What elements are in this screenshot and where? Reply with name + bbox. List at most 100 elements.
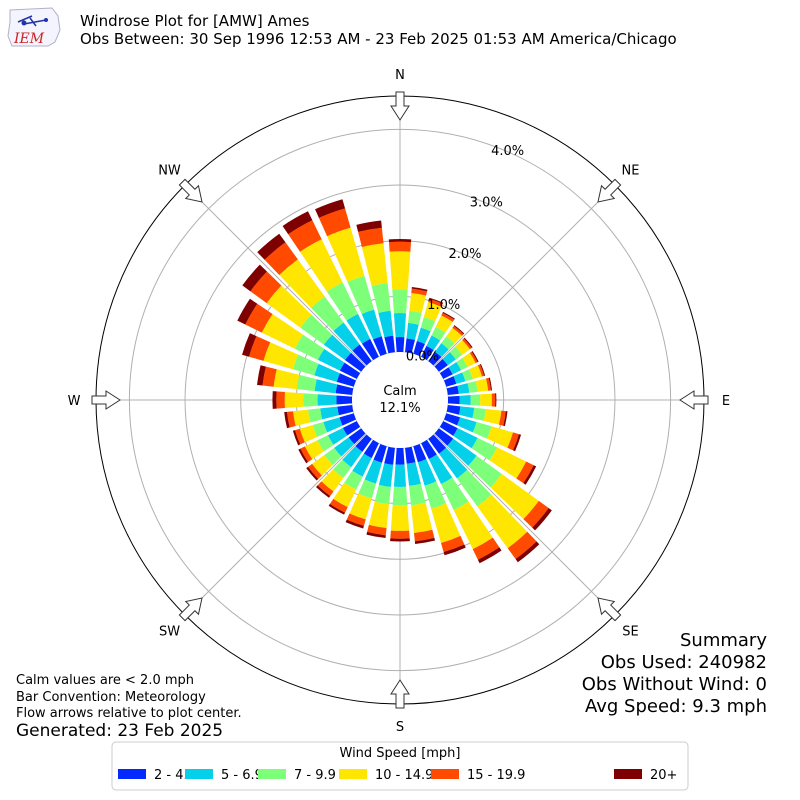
bar-segment: [317, 481, 334, 497]
bar-segment: [532, 508, 552, 531]
bar-segment: [266, 285, 312, 328]
flow-arrow-icon: [597, 597, 622, 622]
bar-segment: [284, 411, 290, 429]
bar-segment: [429, 297, 444, 304]
bar-segment: [237, 298, 258, 325]
bar-segment: [443, 413, 461, 426]
bar-segment: [413, 341, 425, 357]
bar-segment: [339, 413, 357, 426]
bar-segment: [368, 501, 390, 528]
bar-segment: [458, 406, 475, 419]
bar-segment: [272, 391, 277, 409]
bar-segment: [470, 394, 481, 406]
direction-label-w: W: [68, 394, 81, 409]
direction-label-n: N: [395, 68, 405, 83]
bar-segment: [408, 310, 422, 325]
bar-segment: [472, 421, 492, 439]
direction-label-sw: SW: [159, 625, 180, 640]
bar-segment: [327, 227, 365, 282]
bar-segment: [284, 391, 304, 409]
bar-segment: [316, 485, 331, 498]
bar-segment: [336, 373, 357, 387]
direction-label-ne: NE: [622, 164, 640, 179]
bar-segment: [409, 483, 426, 506]
bar-segment: [477, 494, 528, 549]
summary-title: Summary: [680, 630, 767, 651]
bar-segment: [393, 464, 407, 487]
bar-segment: [439, 367, 453, 379]
bar-segment: [288, 220, 322, 252]
radial-tick-label: 4.0%: [491, 144, 524, 159]
bar-segment: [361, 338, 379, 361]
bar-segment: [523, 500, 549, 528]
bar-segment: [298, 448, 309, 464]
bar-segment: [411, 286, 428, 292]
bar-segment: [324, 447, 342, 466]
bar-segment: [472, 537, 500, 560]
bar-segment: [453, 501, 493, 550]
bar-segment: [321, 469, 344, 492]
bar-segment: [462, 338, 472, 350]
chart-title: Windrose Plot for [AMW] Ames: [80, 12, 310, 30]
bar-segment: [333, 459, 352, 478]
bar-segment: [352, 344, 372, 366]
bar-segment: [286, 411, 296, 428]
bar-segment: [364, 459, 383, 484]
bar-segment: [390, 538, 410, 542]
bar-segment: [344, 470, 363, 490]
bar-segment: [310, 296, 344, 332]
bar-segment: [447, 395, 460, 405]
direction-label-nw: NW: [158, 164, 181, 179]
bar-segment: [312, 421, 328, 437]
bar-segment: [416, 327, 431, 344]
bar-segment: [294, 334, 325, 360]
bar-segment: [363, 439, 379, 459]
bar-segment: [263, 342, 299, 370]
bar-segment: [434, 358, 448, 372]
bar-segment: [361, 243, 388, 286]
bar-segment: [495, 393, 497, 407]
calm-value: 12.1%: [379, 401, 420, 416]
flow-arrow-icon: [390, 91, 410, 121]
bar-segment: [318, 208, 351, 237]
bar-segment: [414, 537, 436, 545]
bar-segment: [409, 293, 427, 313]
flow-arrow-icon: [91, 390, 121, 410]
bar-segment: [441, 535, 465, 553]
legend-items: 2 - 4.9 5 - 6.9 7 - 9.9 10 - 14.9 15 - 19.9 2…: [118, 768, 677, 783]
legend-swatch: [339, 769, 367, 779]
bar-segment: [308, 463, 322, 479]
legend-label: 5 - 6.9: [221, 768, 263, 783]
radial-tick-label: 0.0%: [406, 350, 439, 365]
bar-segment: [390, 505, 410, 531]
polar-spoke: [184, 399, 401, 616]
bar-segment: [306, 466, 319, 481]
flow-arrow-icon: [597, 178, 622, 203]
bar-segment: [448, 361, 462, 375]
bar-segment: [367, 524, 387, 536]
bar-segment: [455, 339, 470, 355]
bar-segment: [443, 376, 457, 387]
calm-label: Calm: [383, 384, 416, 399]
bar-segment: [457, 469, 492, 507]
bar-segment: [489, 447, 527, 479]
bar-segment: [405, 338, 415, 354]
bar-segment: [498, 410, 506, 426]
bar-segment: [477, 547, 502, 564]
direction-label-se: SE: [622, 625, 638, 640]
bar-segment: [480, 393, 492, 407]
bar-segment: [507, 432, 519, 451]
bar-segment: [336, 395, 353, 405]
bar-segment: [406, 322, 419, 340]
bar-segment: [327, 427, 348, 445]
note-bar-convention: Bar Convention: Meteorology: [16, 690, 206, 705]
bar-segment: [411, 502, 433, 533]
bar-segment: [315, 199, 346, 218]
bar-segment: [424, 481, 447, 509]
polar-spoke: [399, 184, 616, 401]
legend-label: 10 - 14.9: [375, 768, 433, 783]
bar-segment: [490, 474, 539, 520]
bar-segment: [453, 325, 465, 335]
bar-segment: [393, 313, 407, 338]
bar-segment: [431, 326, 446, 341]
